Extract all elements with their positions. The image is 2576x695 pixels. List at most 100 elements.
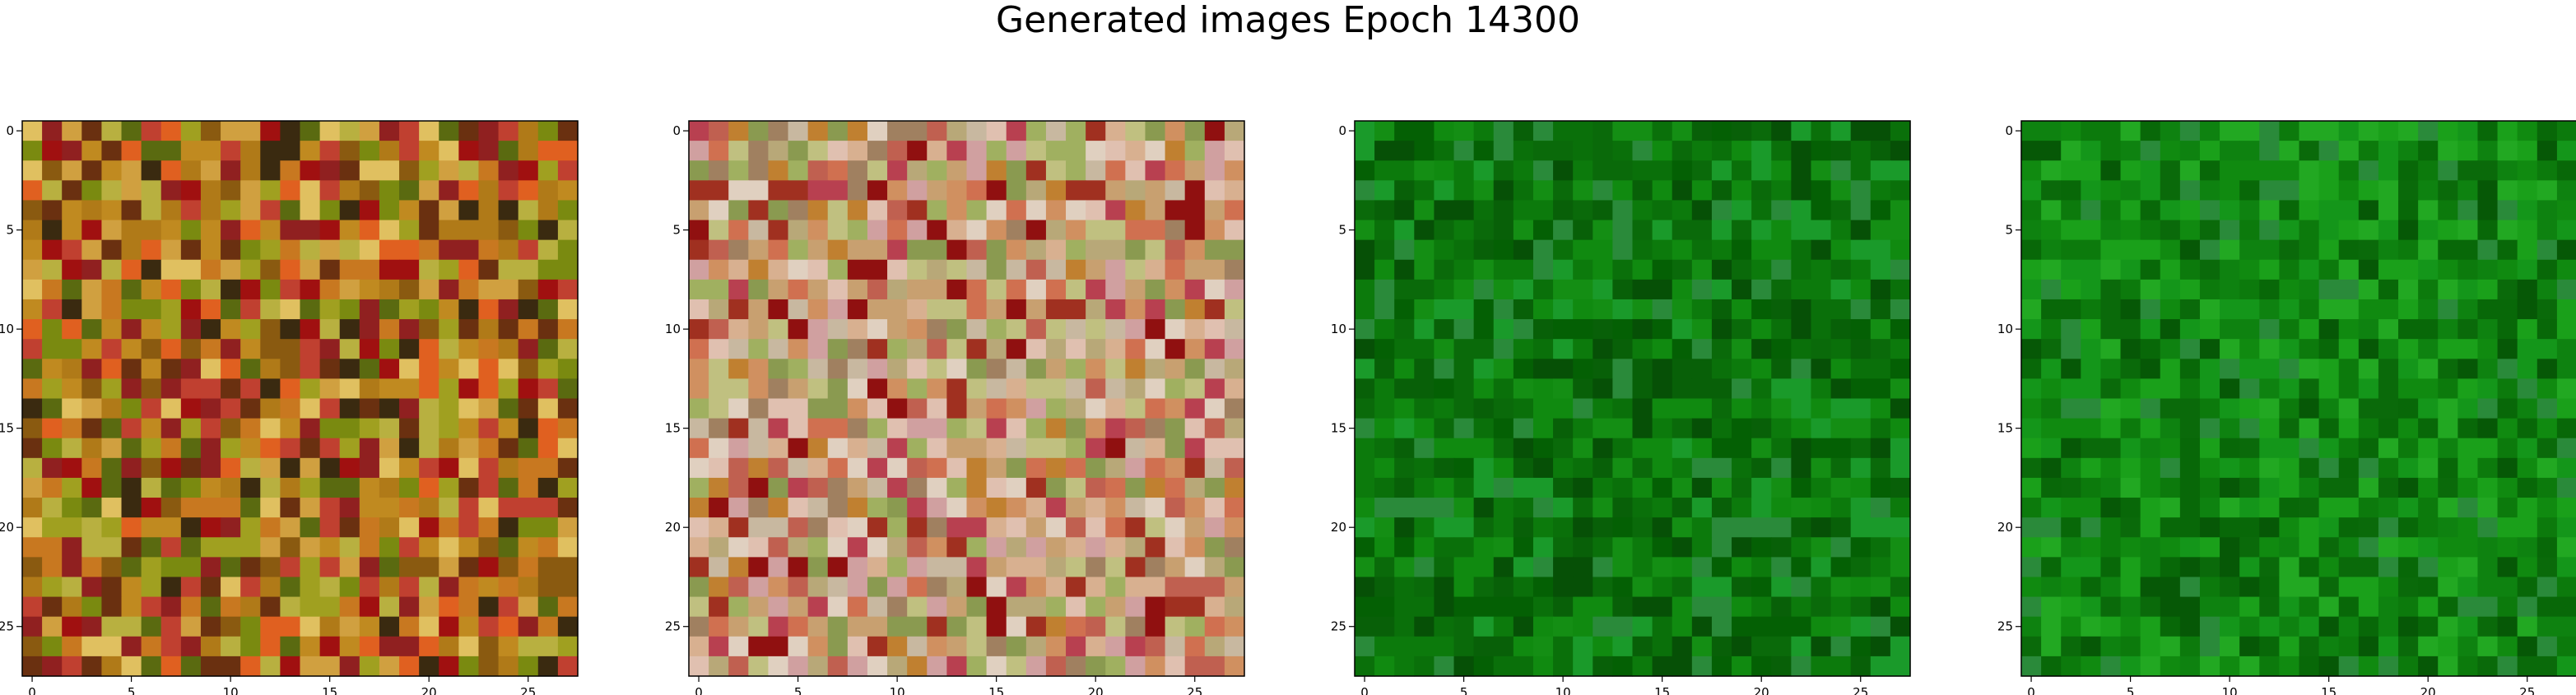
pixel-cell [2239, 121, 2260, 141]
pixel-cell [1026, 141, 1047, 161]
pixel-cell [1086, 517, 1106, 538]
pixel-cell [1751, 220, 1772, 241]
pixel-cell [1751, 378, 1772, 399]
pixel-cell [419, 597, 439, 618]
pixel-cell [887, 141, 908, 161]
pixel-cell [1046, 458, 1067, 479]
pixel-cell [1105, 478, 1126, 498]
pixel-cell [2279, 240, 2299, 261]
pixel-cell [1225, 200, 1245, 220]
pixel-cell [946, 438, 967, 459]
pixel-cell [1185, 557, 1206, 577]
pixel-cell [1046, 637, 1067, 657]
pixel-cell [142, 537, 162, 558]
pixel-cell [2239, 656, 2260, 677]
pixel-cell [2141, 160, 2161, 181]
pixel-cell [2200, 557, 2220, 577]
pixel-cell [280, 537, 300, 558]
pixel-cell [101, 180, 122, 201]
pixel-cell [1791, 359, 1811, 379]
pixel-cell [2041, 517, 2062, 538]
pixel-cell [101, 280, 122, 300]
pixel-cell [2121, 220, 2141, 241]
pixel-cell [1086, 121, 1106, 141]
pixel-cell [867, 378, 888, 399]
pixel-cell [2279, 656, 2299, 677]
pixel-cell [1474, 517, 1495, 538]
pixel-cell [419, 498, 439, 518]
pixel-cell [300, 240, 321, 261]
pixel-grid [1355, 121, 1911, 677]
pixel-cell [1791, 280, 1811, 300]
pixel-cell [42, 438, 63, 459]
pixel-cell [1791, 517, 1811, 538]
pixel-cell [1653, 240, 1673, 261]
pixel-cell [1105, 319, 1126, 340]
pixel-cell [967, 121, 988, 141]
pixel-cell [2081, 141, 2101, 161]
pixel-cell [1205, 537, 1225, 558]
pixel-cell [2378, 438, 2399, 459]
x-tick-label: 25 [520, 685, 536, 695]
pixel-cell [1046, 240, 1067, 261]
pixel-cell [201, 597, 221, 618]
pixel-cell [1007, 280, 1027, 300]
pixel-cell [260, 200, 281, 220]
pixel-cell [1593, 419, 1613, 439]
pixel-cell [887, 260, 908, 280]
pixel-cell [1105, 577, 1126, 597]
pixel-cell [1086, 280, 1106, 300]
pixel-cell [1514, 339, 1534, 359]
pixel-cell [1125, 458, 1146, 479]
pixel-cell [221, 478, 241, 498]
pixel-cell [1851, 339, 1872, 359]
pixel-cell [987, 160, 1007, 181]
pixel-cell [1771, 458, 1792, 479]
pixel-cell [2061, 121, 2081, 141]
pixel-cell [2359, 537, 2379, 558]
pixel-cell [1831, 160, 1852, 181]
pixel-cell [379, 240, 400, 261]
pixel-cell [967, 617, 988, 637]
pixel-cell [2398, 180, 2419, 201]
pixel-cell [499, 220, 519, 241]
pixel-cell [2359, 438, 2379, 459]
pixel-cell [2239, 299, 2260, 320]
pixel-cell [439, 240, 459, 261]
pixel-cell [2398, 419, 2419, 439]
pixel-cell [1105, 339, 1126, 359]
pixel-cell [788, 419, 809, 439]
pixel-cell [1811, 220, 1831, 241]
pixel-cell [709, 260, 729, 280]
pixel-cell [478, 121, 499, 141]
pixel-cell [2477, 339, 2498, 359]
pixel-cell [1434, 399, 1454, 419]
pixel-cell [907, 339, 928, 359]
pixel-cell [768, 617, 788, 637]
pixel-cell [848, 180, 868, 201]
pixel-cell [1434, 577, 1454, 597]
pixel-cell [1890, 656, 1911, 677]
pixel-cell [1026, 438, 1047, 459]
pixel-cell [1573, 597, 1593, 618]
pixel-cell [1454, 597, 1475, 618]
pixel-cell [848, 597, 868, 618]
pixel-cell [1086, 339, 1106, 359]
pixel-cell [2438, 141, 2458, 161]
pixel-cell [967, 378, 988, 399]
pixel-cell [2299, 419, 2320, 439]
pixel-cell [2339, 160, 2360, 181]
pixel-cell [122, 121, 142, 141]
pixel-cell [538, 121, 559, 141]
pixel-cell [1514, 160, 1534, 181]
pixel-cell [867, 141, 888, 161]
pixel-cell [1105, 280, 1126, 300]
pixel-cell [300, 537, 321, 558]
pixel-cell [1185, 498, 1206, 518]
pixel-cell [101, 200, 122, 220]
pixel-cell [2239, 577, 2260, 597]
pixel-cell [1026, 280, 1047, 300]
pixel-cell [1851, 438, 1872, 459]
pixel-cell [2557, 537, 2576, 558]
pixel-cell [379, 438, 400, 459]
